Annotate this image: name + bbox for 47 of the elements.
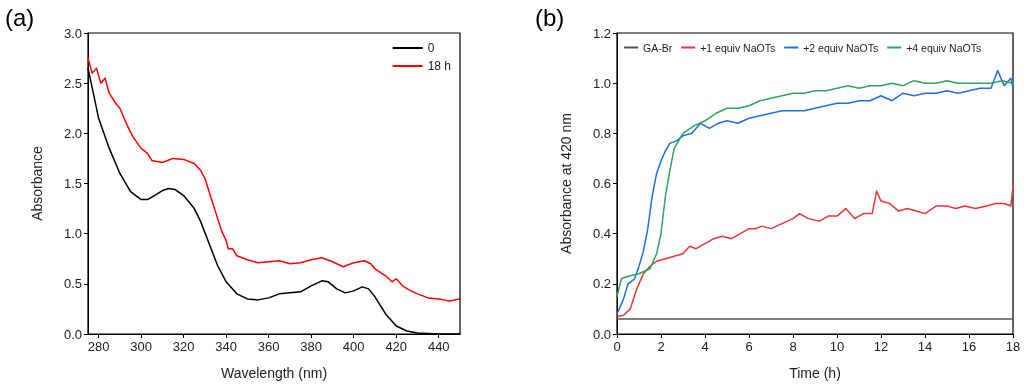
chart-title: (a): [5, 3, 35, 31]
x-tick-label: 2: [657, 339, 665, 354]
x-tick-label: 4: [701, 339, 709, 354]
y-tick-label: 0.5: [63, 276, 82, 292]
y-axis-title: Absorbance: [29, 145, 45, 221]
x-tick-label: 6: [745, 339, 753, 354]
legend-label: 0: [427, 41, 435, 55]
y-tick-label: 0.2: [592, 276, 611, 292]
x-tick-label: 10: [829, 339, 845, 354]
x-tick-label: 400: [342, 339, 365, 354]
y-tick-label: 0.0: [592, 326, 611, 342]
chart-title: (b): [535, 3, 565, 31]
legend-label: +2 equiv NaOTs: [803, 41, 879, 54]
y-tick-label: 2.5: [63, 75, 82, 91]
x-axis-title: Time (h): [789, 365, 841, 381]
legend-label: GA-Br: [643, 41, 673, 54]
y-tick-label: 3.0: [63, 25, 82, 41]
x-tick-label: 280: [87, 339, 110, 354]
y-tick-label: 1.0: [63, 226, 82, 242]
x-tick-label: 380: [300, 339, 323, 354]
y-tick-label: 0.8: [592, 125, 611, 141]
x-tick-label: 320: [172, 339, 195, 354]
x-tick-label: 360: [257, 339, 280, 354]
x-tick-label: 300: [130, 339, 152, 354]
y-tick-label: 1.2: [592, 25, 611, 41]
x-tick-label: 420: [385, 339, 408, 354]
y-tick-label: 0.4: [592, 226, 611, 242]
x-tick-label: 16: [961, 339, 977, 354]
legend-label: +1 equiv NaOTs: [700, 41, 776, 54]
line-series: [616, 185, 1014, 318]
legend-label: +4 equiv NaOTs: [906, 41, 982, 54]
line-series: [87, 57, 461, 302]
x-tick-label: 340: [215, 339, 238, 354]
x-tick-label: 14: [917, 339, 933, 354]
y-tick-label: 1.0: [592, 75, 611, 91]
x-tick-label: 440: [427, 339, 450, 354]
y-tick-label: 2.0: [63, 125, 82, 141]
legend-label: 18 h: [427, 59, 451, 73]
x-tick-label: 8: [789, 339, 797, 354]
x-tick-label: 0: [613, 339, 621, 354]
y-tick-label: 1.5: [63, 176, 82, 191]
x-tick-label: 12: [873, 339, 889, 354]
y-tick-label: 0.0: [63, 326, 82, 342]
y-tick-label: 0.6: [592, 176, 611, 191]
y-axis-title: Absorbance at 420 nm: [558, 113, 574, 254]
x-axis-title: Wavelength (nm): [220, 365, 328, 381]
x-tick-label: 18: [1005, 339, 1021, 354]
